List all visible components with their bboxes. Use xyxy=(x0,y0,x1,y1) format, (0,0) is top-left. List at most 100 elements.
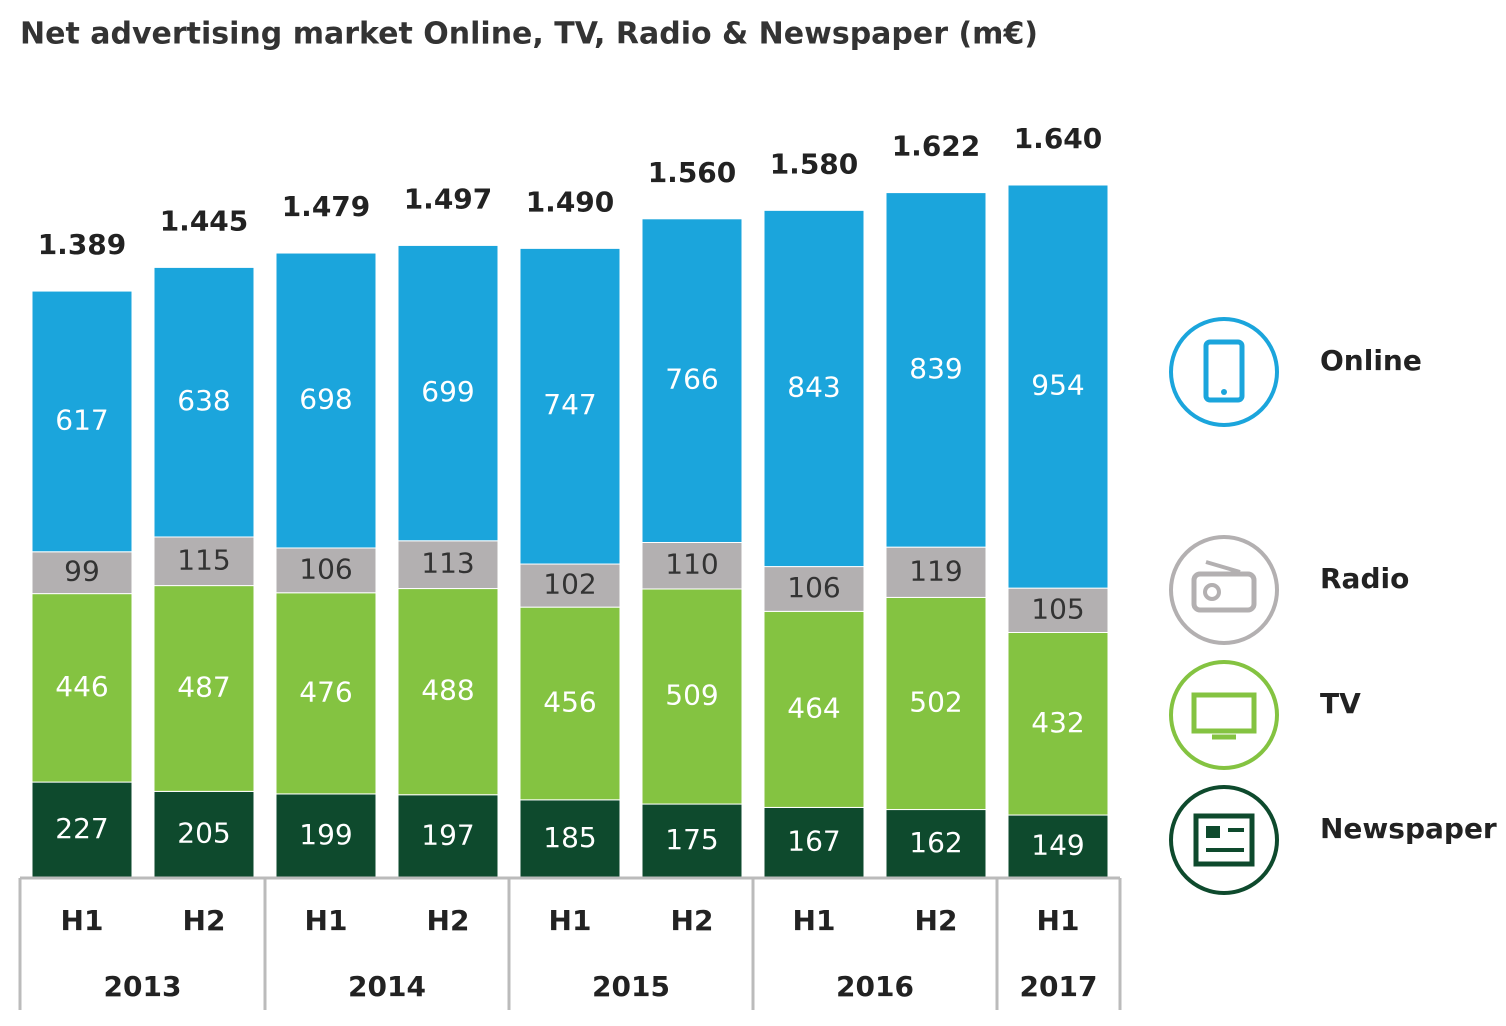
bar-segment xyxy=(31,593,133,783)
segment-label: 954 xyxy=(1031,369,1084,402)
segment-label: 456 xyxy=(543,685,596,718)
total-label: 1.640 xyxy=(1014,122,1103,155)
group-label: 2014 xyxy=(348,970,426,1003)
segment-label: 487 xyxy=(177,670,230,703)
legend-icon xyxy=(1191,692,1257,734)
segment-label: 102 xyxy=(543,568,596,601)
bar-segment xyxy=(397,540,499,590)
bar-segment xyxy=(275,592,377,795)
bar-segment xyxy=(885,596,987,811)
bar-segment xyxy=(31,781,133,879)
legend-icon xyxy=(1193,813,1255,867)
legend-icon xyxy=(1169,317,1279,427)
legend-icon xyxy=(1203,339,1245,403)
bar-segment xyxy=(31,290,133,553)
bar-segment xyxy=(763,209,865,568)
group-label: 2017 xyxy=(1020,970,1098,1003)
segment-label: 106 xyxy=(787,571,840,604)
bar-segment xyxy=(641,803,743,879)
segment-label: 115 xyxy=(177,543,230,576)
segment-label: 119 xyxy=(909,554,962,587)
x-tick-label: H1 xyxy=(1037,904,1080,937)
x-tick-label: H2 xyxy=(915,904,958,937)
total-label: 1.497 xyxy=(404,182,493,215)
total-label: 1.389 xyxy=(38,228,127,261)
segment-label: 113 xyxy=(421,547,474,580)
bar-segment xyxy=(519,247,621,565)
x-tick-label: H2 xyxy=(427,904,470,937)
bar-segment xyxy=(519,799,621,879)
segment-label: 432 xyxy=(1031,706,1084,739)
bar-segment xyxy=(153,266,255,538)
bar-segment xyxy=(1007,184,1109,589)
bar-segment xyxy=(519,563,621,608)
segment-label: 699 xyxy=(421,375,474,408)
bar-segment xyxy=(885,809,987,879)
x-tick-label: H1 xyxy=(793,904,836,937)
x-tick-label: H1 xyxy=(305,904,348,937)
segment-label: 843 xyxy=(787,370,840,403)
segment-label: 638 xyxy=(177,384,230,417)
legend-icon xyxy=(1169,660,1279,770)
total-label: 1.560 xyxy=(648,156,737,189)
bar-segment xyxy=(1007,587,1109,633)
segment-label: 488 xyxy=(421,674,474,707)
bar-segment xyxy=(519,606,621,801)
segment-label: 105 xyxy=(1031,592,1084,625)
bar-segment xyxy=(641,218,743,543)
bar-segment xyxy=(1007,631,1109,816)
bar-segment xyxy=(153,790,255,879)
legend-label: Online xyxy=(1320,344,1422,377)
segment-label: 617 xyxy=(55,403,108,436)
legend-icon xyxy=(1169,535,1279,645)
x-tick-label: H2 xyxy=(671,904,714,937)
x-tick-label: H1 xyxy=(549,904,592,937)
legend-label: Newspaper xyxy=(1320,812,1497,845)
total-label: 1.479 xyxy=(282,190,371,223)
bar-segment xyxy=(397,244,499,542)
segment-label: 197 xyxy=(421,818,474,851)
legend-icon xyxy=(1205,560,1241,574)
total-label: 1.580 xyxy=(770,147,859,180)
group-label: 2016 xyxy=(836,970,914,1003)
bar-segment xyxy=(275,252,377,549)
total-label: 1.490 xyxy=(526,185,615,218)
legend-icon xyxy=(1206,826,1220,838)
segment-label: 106 xyxy=(299,552,352,585)
segment-label: 149 xyxy=(1031,829,1084,862)
segment-label: 509 xyxy=(665,679,718,712)
segment-label: 199 xyxy=(299,818,352,851)
segment-label: 99 xyxy=(64,555,100,588)
chart-title: Net advertising market Online, TV, Radio… xyxy=(20,17,1038,52)
segment-label: 839 xyxy=(909,352,962,385)
segment-label: 205 xyxy=(177,817,230,850)
bar-segment xyxy=(763,806,865,879)
segment-label: 476 xyxy=(299,675,352,708)
segment-label: 766 xyxy=(665,363,718,396)
segment-label: 175 xyxy=(665,823,718,856)
segment-label: 464 xyxy=(787,691,840,724)
bar-segment xyxy=(885,192,987,548)
segment-label: 167 xyxy=(787,825,840,858)
segment-label: 446 xyxy=(55,670,108,703)
segment-label: 227 xyxy=(55,812,108,845)
segment-label: 698 xyxy=(299,383,352,416)
total-label: 1.445 xyxy=(160,204,249,237)
bar-segment xyxy=(1007,814,1109,879)
bar-segment xyxy=(275,547,377,594)
legend-icon xyxy=(1191,571,1257,613)
segment-label: 502 xyxy=(909,685,962,718)
x-tick-label: H2 xyxy=(183,904,226,937)
legend-icon xyxy=(1203,583,1221,601)
group-label: 2015 xyxy=(592,970,670,1003)
group-label: 2013 xyxy=(104,970,182,1003)
segment-label: 110 xyxy=(665,548,718,581)
segment-label: 747 xyxy=(543,388,596,421)
bar-segment xyxy=(641,541,743,590)
total-label: 1.622 xyxy=(892,130,981,163)
bar-segment xyxy=(763,610,865,808)
legend-label: TV xyxy=(1320,687,1361,720)
segment-label: 162 xyxy=(909,826,962,859)
bar-segment xyxy=(763,566,865,612)
bar-segment xyxy=(397,794,499,879)
